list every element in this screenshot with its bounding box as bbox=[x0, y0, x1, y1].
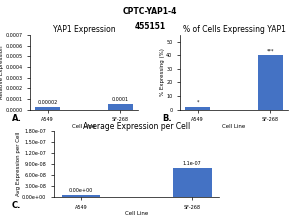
Text: *: * bbox=[196, 100, 199, 104]
Text: ***: *** bbox=[267, 48, 274, 53]
Text: 1.1e-07: 1.1e-07 bbox=[183, 161, 201, 166]
Bar bbox=[61, 195, 100, 197]
Y-axis label: % Expressing (%): % Expressing (%) bbox=[160, 48, 165, 96]
Bar bbox=[172, 168, 212, 197]
Bar bbox=[108, 104, 133, 110]
Bar bbox=[258, 55, 283, 110]
Text: A.: A. bbox=[12, 114, 22, 123]
Text: 0.00002: 0.00002 bbox=[38, 100, 58, 105]
Text: 0.0001: 0.0001 bbox=[112, 97, 129, 102]
Title: Average Expression per Cell: Average Expression per Cell bbox=[83, 122, 190, 131]
X-axis label: Cell Line: Cell Line bbox=[222, 124, 246, 129]
Text: 0.00e+00: 0.00e+00 bbox=[69, 188, 93, 193]
Title: YAP1 Expression: YAP1 Expression bbox=[53, 25, 115, 34]
Text: C.: C. bbox=[12, 201, 21, 210]
X-axis label: Cell Line: Cell Line bbox=[125, 211, 148, 216]
Text: CPTC-YAP1-4: CPTC-YAP1-4 bbox=[123, 7, 177, 16]
Bar bbox=[185, 107, 210, 110]
Y-axis label: Relative Expression: Relative Expression bbox=[0, 46, 4, 99]
Title: % of Cells Expressing YAP1: % of Cells Expressing YAP1 bbox=[183, 25, 285, 34]
Text: B.: B. bbox=[162, 114, 172, 123]
Text: 455151: 455151 bbox=[134, 22, 166, 31]
Y-axis label: Avg Expression per Cell: Avg Expression per Cell bbox=[16, 132, 21, 196]
X-axis label: Cell Line: Cell Line bbox=[72, 124, 96, 129]
Bar bbox=[35, 107, 60, 110]
